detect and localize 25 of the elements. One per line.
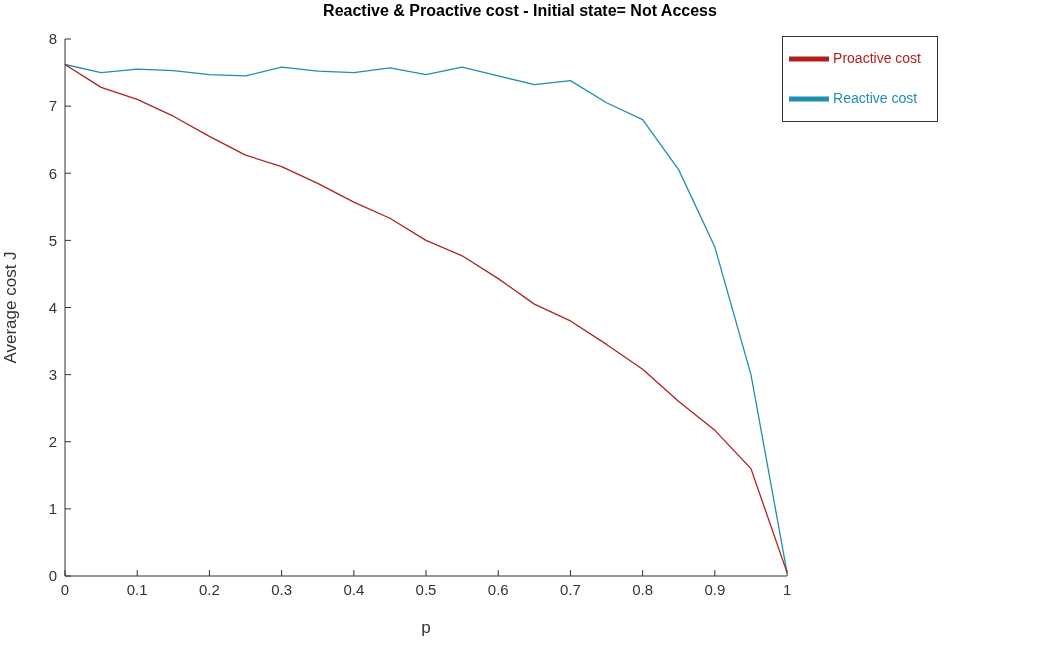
x-tick-label: 0.7	[560, 580, 581, 598]
y-tick-label: 0	[48, 567, 57, 585]
chart-title: Reactive & Proactive cost - Initial state= Not Access	[322, 2, 718, 20]
legend-label: Reactive cost	[833, 89, 918, 106]
y-tick-label: 6	[48, 164, 57, 182]
y-tick-label: 3	[48, 365, 57, 383]
x-tick-label: 0.6	[487, 580, 509, 598]
y-tick-label: 4	[48, 298, 57, 316]
x-tick-label: 0.4	[343, 580, 365, 598]
y-tick-label: 5	[48, 231, 57, 249]
y-axis-title: Average cost J	[1, 251, 21, 364]
x-tick-label: 0.3	[271, 580, 293, 598]
x-tick-label: 0.8	[632, 580, 654, 598]
y-tick-label: 2	[48, 433, 57, 451]
x-axis-title: p	[421, 618, 431, 637]
x-tick-label: 0.5	[415, 580, 437, 598]
y-tick-label: 7	[48, 97, 57, 115]
y-tick-label: 1	[48, 500, 57, 518]
x-tick-label: 0.2	[198, 580, 220, 598]
x-tick-label: 0.1	[126, 580, 148, 598]
legend-label: Proactive cost	[833, 49, 921, 66]
x-tick-label: 0	[60, 580, 70, 598]
x-tick-label: 0.9	[704, 580, 726, 598]
x-tick-label: 1	[782, 580, 792, 598]
y-tick-label: 8	[48, 30, 57, 48]
